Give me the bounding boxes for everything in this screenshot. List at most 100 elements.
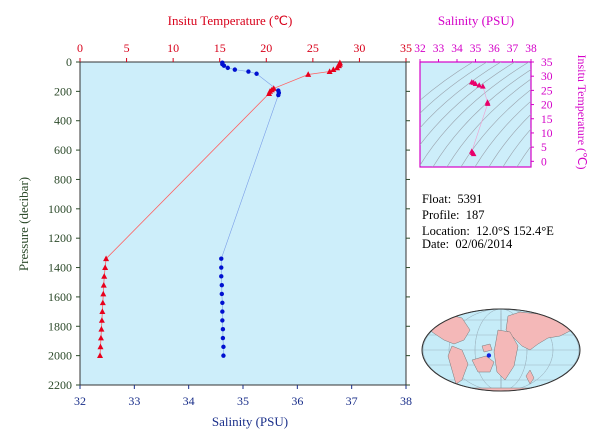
temp-tick-label: 15 xyxy=(214,41,226,55)
temperature-point xyxy=(102,264,109,270)
profile-info: Profile: 187 xyxy=(422,208,485,223)
y-axis-title: Pressure (decibar) xyxy=(16,177,31,271)
plot-area xyxy=(79,61,407,386)
float-location-marker xyxy=(486,353,492,358)
temperature-point xyxy=(100,281,107,288)
profile-value: 187 xyxy=(465,208,485,222)
pressure-tick-label: 1200 xyxy=(48,231,72,245)
salinity-point xyxy=(219,274,224,279)
sal-tick-label: 35 xyxy=(237,394,249,408)
sal-tick-label: 36 xyxy=(291,394,303,408)
ts-density-contour xyxy=(420,62,530,166)
pressure-tick-label: 200 xyxy=(54,84,72,98)
pressure-tick-label: 1600 xyxy=(48,290,72,304)
date-info: Date: 02/06/2014 xyxy=(422,237,512,252)
temperature-point xyxy=(97,343,104,350)
temperature-point xyxy=(334,64,341,71)
temperature-point xyxy=(330,66,337,73)
temperature-point xyxy=(103,255,110,262)
sal-tick-label: 37 xyxy=(346,394,358,408)
temperature-point xyxy=(98,326,105,332)
ts-density-contour xyxy=(516,145,531,167)
bottom-axis-title: Salinity (PSU) xyxy=(212,414,288,429)
ts-density-contour xyxy=(420,62,502,129)
float-info: Float: 5391 xyxy=(422,192,482,207)
temperature-point xyxy=(266,90,273,96)
salinity-point xyxy=(220,309,225,314)
temperature-point xyxy=(305,71,312,77)
ts-point xyxy=(472,80,479,87)
temp-tick-label: 0 xyxy=(77,41,83,55)
salinity-point xyxy=(219,256,224,261)
salinity-point xyxy=(225,65,230,71)
ts-density-contour xyxy=(460,89,531,167)
ts-sal-tick-label: 33 xyxy=(433,43,445,55)
salinity-point xyxy=(219,282,225,288)
pressure-tick-label: 1800 xyxy=(48,319,72,333)
salinity-point xyxy=(254,71,259,76)
ts-temp-tick-label: 10 xyxy=(541,128,553,140)
location-info: Location: 12.0°S 152.4°E xyxy=(422,224,554,239)
pressure-tick-label: 800 xyxy=(54,172,72,186)
pressure-tick-label: 2000 xyxy=(48,349,72,363)
temperature-point xyxy=(98,317,105,323)
salinity-point xyxy=(276,92,281,98)
float-value: 5391 xyxy=(457,192,483,206)
temperature-point xyxy=(97,334,104,341)
location-label: Location: xyxy=(422,224,470,238)
sal-tick-label: 32 xyxy=(74,394,86,408)
temp-tick-label: 5 xyxy=(124,41,130,55)
ts-y-axis-title: Insitu Temperature (℃) xyxy=(575,54,589,169)
temp-tick-label: 30 xyxy=(353,41,365,55)
ts-temp-tick-label: 5 xyxy=(541,142,547,154)
temperature-point xyxy=(99,299,106,306)
salinity-point xyxy=(221,344,226,350)
temperature-point xyxy=(100,290,107,297)
ts-top-axis-title: Salinity (PSU) xyxy=(438,13,514,28)
ts-density-contour xyxy=(530,166,531,167)
ts-sal-tick-label: 37 xyxy=(507,43,519,55)
sal-tick-label: 38 xyxy=(400,394,412,408)
ts-density-contour xyxy=(542,52,601,172)
pressure-tick-label: 2200 xyxy=(48,378,72,392)
ts-diagram: 32 33 34 35 36 37 38 0 5 10 15 20 25 30 35 Salinity (P… xyxy=(414,13,601,172)
profile-label: Profile: xyxy=(422,208,460,222)
ts-plot-area xyxy=(419,61,532,168)
ts-point xyxy=(484,100,491,106)
sal-tick-label: 34 xyxy=(183,394,195,408)
ts-density-contour xyxy=(420,62,474,101)
ts-density-contour xyxy=(420,62,488,114)
pressure-tick-label: 600 xyxy=(54,143,72,157)
salinity-profile-line xyxy=(220,62,280,356)
temp-tick-label: 10 xyxy=(167,41,179,55)
pressure-tick-label: 1400 xyxy=(48,261,72,275)
salinity-point xyxy=(219,265,224,270)
world-map xyxy=(421,308,581,392)
pressure-tick-label: 1000 xyxy=(48,202,72,216)
profile-plot: 0 5 10 15 20 25 30 35 32 33 34 35 36 37 38 0 200 400 600 80… xyxy=(16,13,412,429)
salinity-point xyxy=(221,63,227,68)
ts-sal-tick-label: 34 xyxy=(451,43,463,55)
temp-tick-label: 25 xyxy=(307,41,319,55)
salinity-point xyxy=(220,300,225,305)
date-value: 02/06/2014 xyxy=(455,237,513,251)
sal-tick-label: 33 xyxy=(128,394,140,408)
ts-temp-tick-label: 20 xyxy=(541,100,553,112)
temp-tick-label: 35 xyxy=(400,41,412,55)
salinity-point xyxy=(221,353,226,358)
ts-temp-tick-label: 35 xyxy=(541,57,553,69)
ts-temp-tick-label: 15 xyxy=(541,114,553,126)
ts-density-contour xyxy=(432,69,531,167)
ts-point xyxy=(480,83,486,89)
salinity-point xyxy=(219,291,225,297)
salinity-point xyxy=(220,318,225,323)
map-border xyxy=(421,308,581,392)
ts-density-contour xyxy=(446,78,531,167)
ts-density-contour xyxy=(502,128,531,167)
salinity-point xyxy=(220,335,226,341)
ts-density-contour xyxy=(488,113,531,167)
salinity-point xyxy=(232,67,238,72)
location-value: 12.0°S 152.4°E xyxy=(476,224,554,238)
ts-sal-tick-label: 35 xyxy=(470,43,482,55)
